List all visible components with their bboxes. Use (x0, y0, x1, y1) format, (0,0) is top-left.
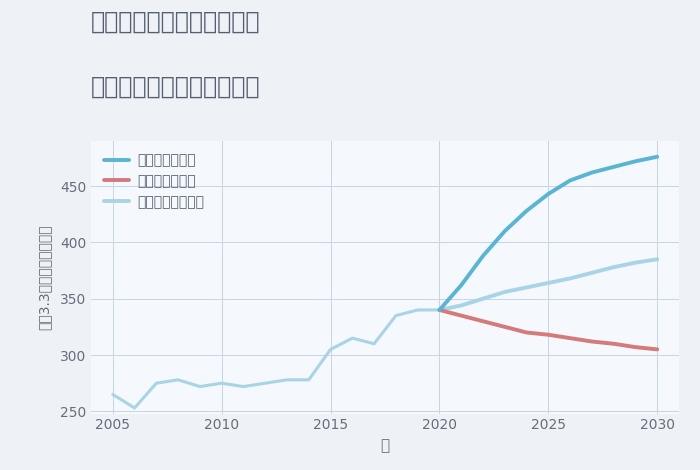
グッドシナリオ (544, 191, 552, 197)
ノーマルシナリオ (653, 257, 662, 262)
X-axis label: 年: 年 (380, 438, 390, 453)
ノーマルシナリオ (588, 270, 596, 275)
ノーマルシナリオ (544, 280, 552, 286)
Y-axis label: 坪（3.3㎡）単価（万円）: 坪（3.3㎡）単価（万円） (38, 225, 52, 330)
グッドシナリオ (566, 178, 574, 183)
バッドシナリオ (522, 329, 531, 335)
Line: グッドシナリオ: グッドシナリオ (440, 157, 657, 310)
グッドシナリオ (588, 170, 596, 175)
ノーマルシナリオ (566, 275, 574, 281)
Line: バッドシナリオ: バッドシナリオ (440, 310, 657, 349)
バッドシナリオ (500, 324, 509, 329)
バッドシナリオ (610, 341, 618, 346)
Text: 中古マンションの価格推移: 中古マンションの価格推移 (91, 75, 260, 99)
グッドシナリオ (457, 282, 466, 288)
グッドシナリオ (435, 307, 444, 313)
バッドシナリオ (631, 345, 640, 350)
バッドシナリオ (588, 339, 596, 345)
Line: ノーマルシナリオ: ノーマルシナリオ (440, 259, 657, 310)
バッドシナリオ (566, 335, 574, 341)
ノーマルシナリオ (500, 289, 509, 295)
グッドシナリオ (500, 228, 509, 234)
バッドシナリオ (435, 307, 444, 313)
バッドシナリオ (457, 313, 466, 318)
グッドシナリオ (653, 154, 662, 160)
Text: 神奈川県川崎市幸区戸手の: 神奈川県川崎市幸区戸手の (91, 9, 260, 33)
ノーマルシナリオ (522, 285, 531, 290)
Legend: グッドシナリオ, バッドシナリオ, ノーマルシナリオ: グッドシナリオ, バッドシナリオ, ノーマルシナリオ (104, 153, 204, 209)
ノーマルシナリオ (479, 296, 487, 302)
バッドシナリオ (479, 318, 487, 324)
グッドシナリオ (522, 208, 531, 214)
ノーマルシナリオ (610, 264, 618, 270)
グッドシナリオ (479, 253, 487, 258)
グッドシナリオ (631, 158, 640, 164)
ノーマルシナリオ (435, 307, 444, 313)
ノーマルシナリオ (631, 260, 640, 266)
バッドシナリオ (653, 346, 662, 352)
ノーマルシナリオ (457, 303, 466, 308)
グッドシナリオ (610, 164, 618, 170)
バッドシナリオ (544, 332, 552, 337)
